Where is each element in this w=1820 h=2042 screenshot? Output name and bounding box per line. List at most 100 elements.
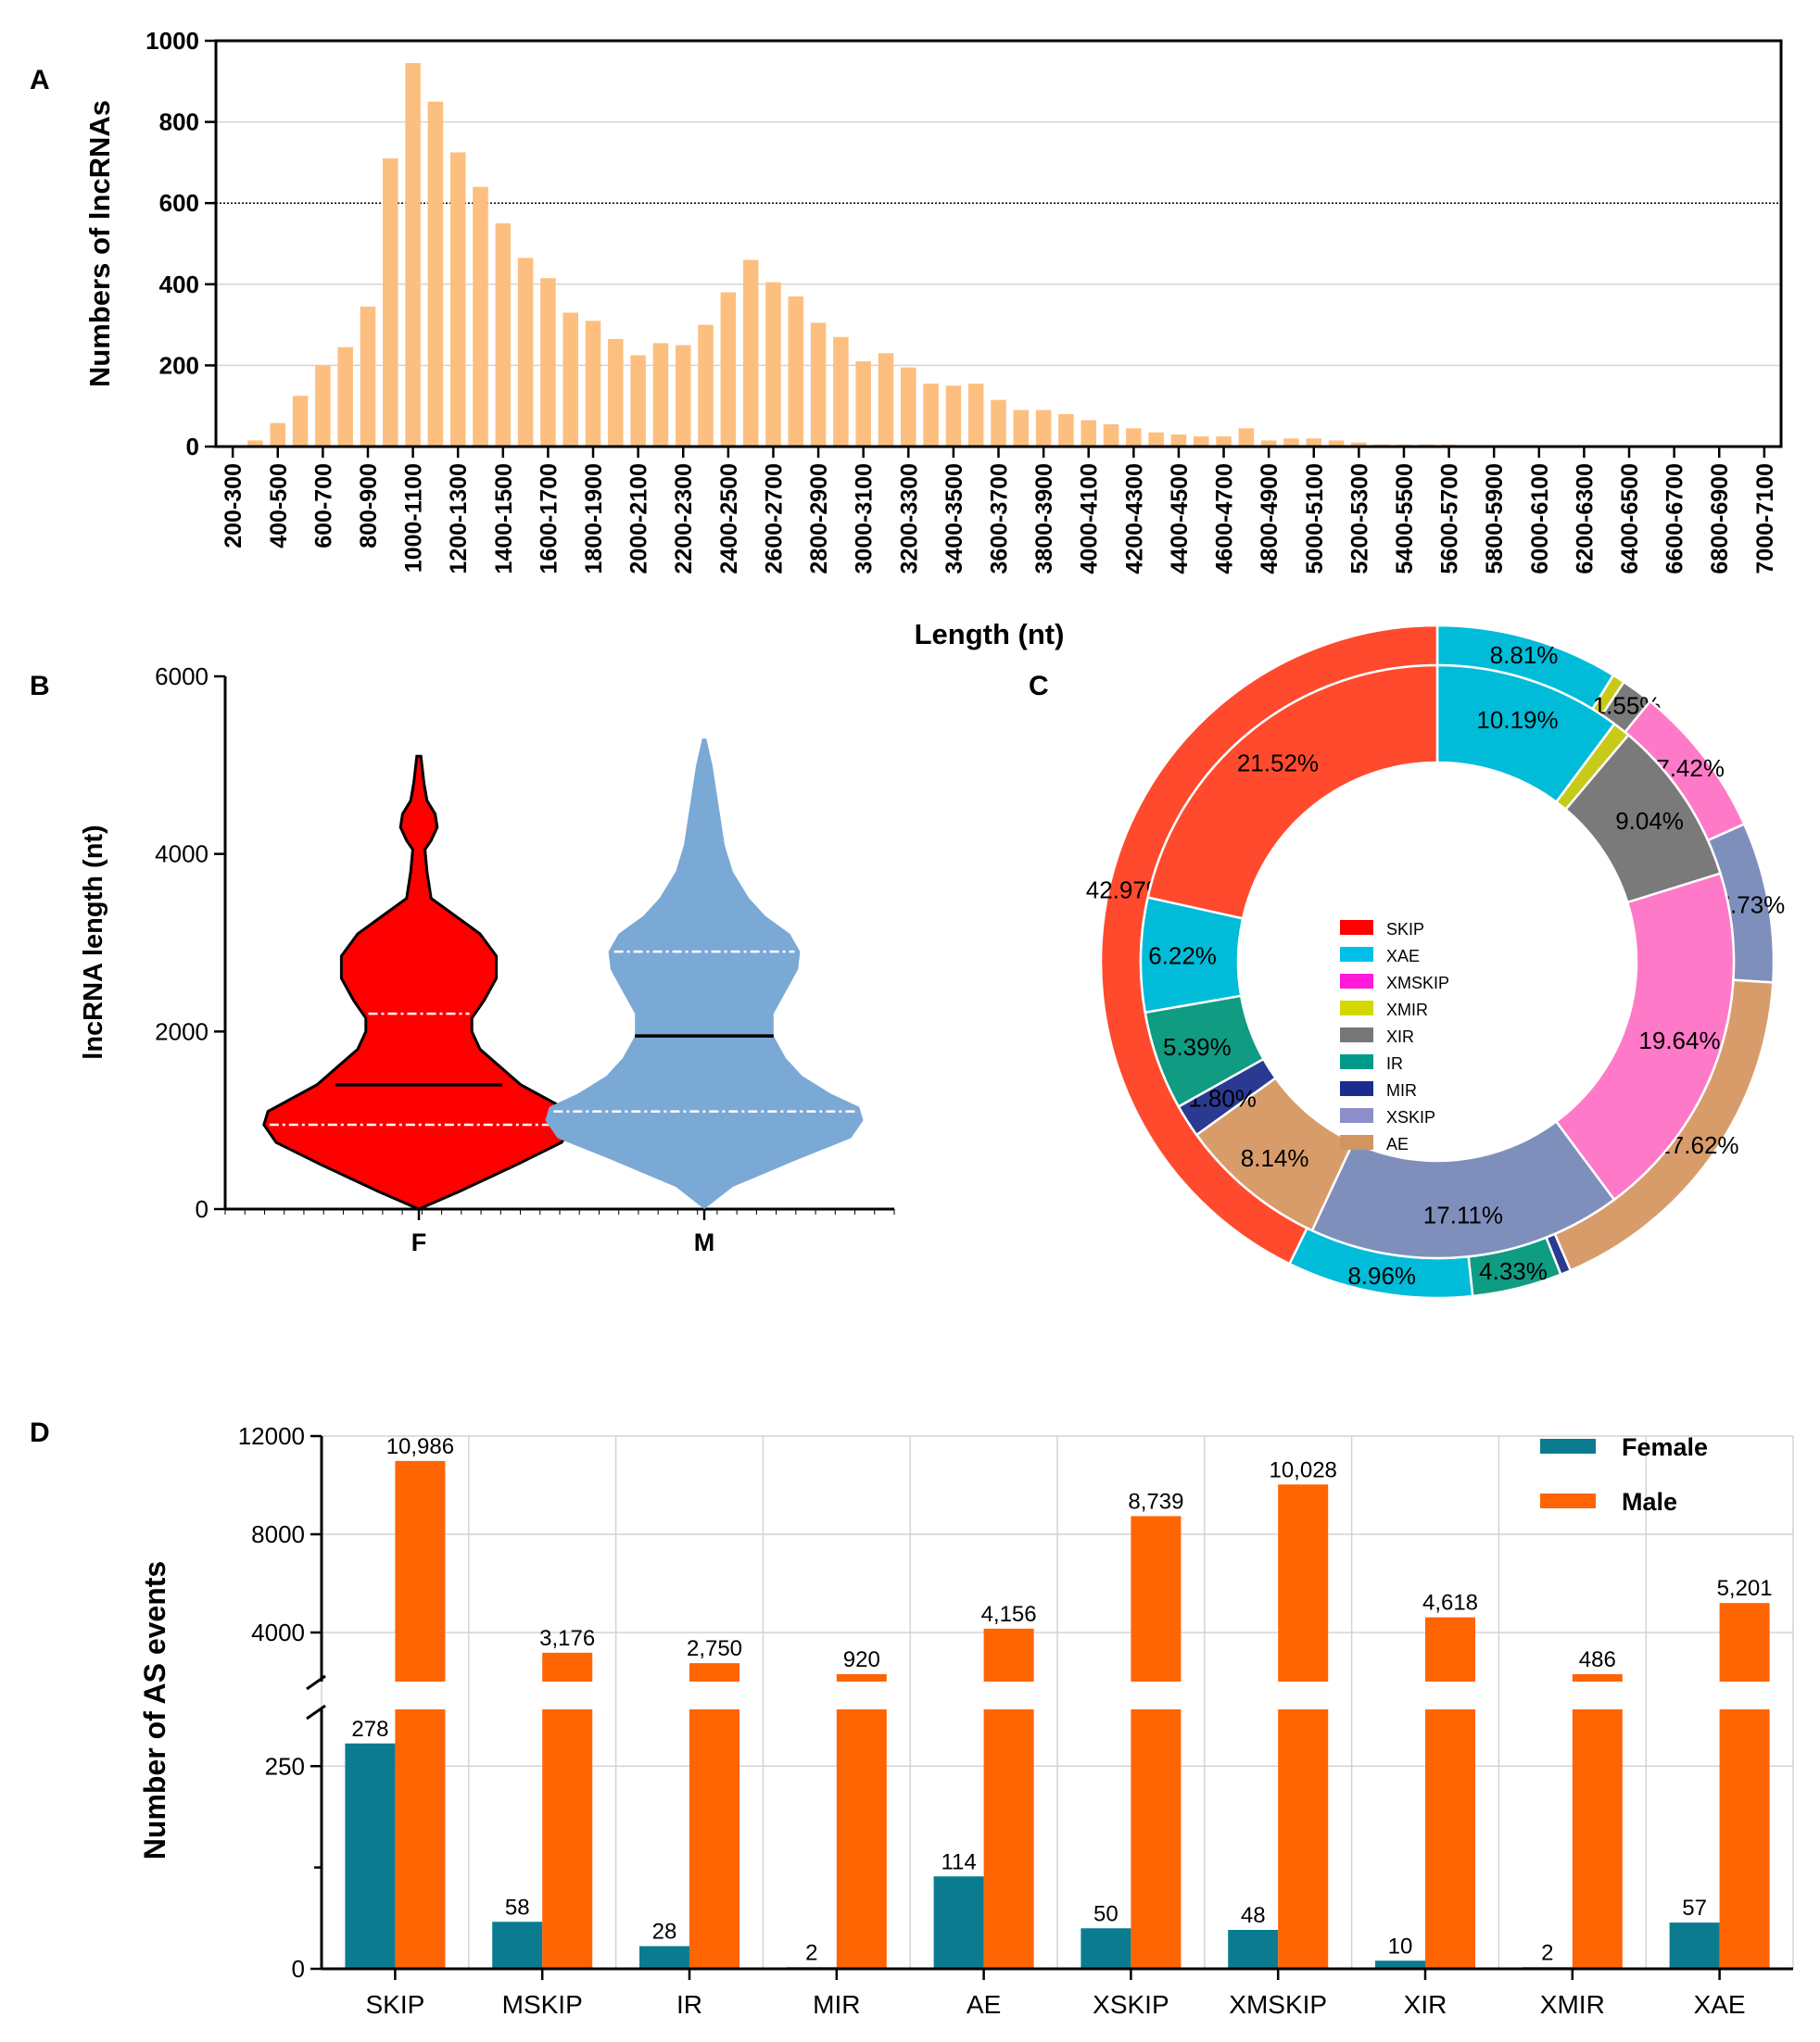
bar-3600-3700 [991,399,1006,447]
inner-slice-label: 17.11% [1423,1202,1503,1229]
bar-1200-1300 [449,152,466,447]
x-tick-label: 4400-4500 [1167,463,1193,574]
x-tick-label: 4600-4700 [1212,463,1238,574]
female-value-label-XMIR: 2 [1541,1940,1553,1965]
x-tick-label: 4200-4300 [1121,463,1147,574]
male-bar-upper-IR [689,1663,739,1682]
x-tick-label-MIR: MIR [813,1990,860,2019]
bar-4500-4600 [1193,436,1209,447]
female-bar-XIR [1375,1960,1425,1969]
x-tick-label-M: M [694,1229,715,1256]
legend-label-XSKIP: XSKIP [1386,1108,1435,1127]
male-bar-upper-SKIP [395,1460,446,1682]
bar-1300-1400 [473,186,488,447]
x-axis-title: Length (nt) [915,618,1065,650]
male-bar-upper-XMSKIP [1278,1484,1329,1682]
legend-label-XAE: XAE [1386,947,1420,965]
x-tick-label: 1600-1700 [536,463,562,574]
x-tick-label: 4000-4100 [1077,463,1103,574]
male-value-label-AE: 4,156 [981,1602,1037,1627]
bar-2700-2800 [788,296,804,447]
male-value-label-XMIR: 486 [1579,1647,1616,1672]
x-tick-label: 5800-5900 [1482,463,1508,574]
y-tick-label: 6000 [155,662,209,690]
y-axis-title: lncRNA length (nt) [79,825,108,1059]
x-tick-label: 3800-3900 [1031,463,1057,574]
x-tick-label-XMIR: XMIR [1540,1990,1605,2019]
violin-M [545,738,864,1209]
bar-900-1000 [383,158,398,447]
y-axis-title: Numbers of lncRNAs [83,100,116,387]
x-tick-label: 6800-6900 [1707,463,1733,574]
female-bar-XSKIP [1081,1928,1131,1969]
male-bar-lower-XMIR [1572,1709,1623,1969]
outer-slice-label: 8.96% [1347,1262,1416,1290]
legend-label-XMSKIP: XMSKIP [1386,974,1449,992]
bar-600-700 [315,365,331,447]
male-bar-lower-MIR [836,1709,887,1969]
x-tick-label: 5400-5500 [1392,463,1418,574]
x-tick-label: 3000-3100 [852,463,878,574]
legend-swatch-SKIP [1340,920,1373,935]
x-tick-label: 600-700 [310,463,336,548]
female-value-label-XSKIP: 50 [1093,1901,1119,1926]
bar-5200-5300 [1351,442,1367,447]
bar-3000-3100 [855,361,871,447]
male-bar-upper-AE [983,1628,1034,1682]
legend-label-AE: AE [1386,1135,1409,1153]
legend-swatch-male [1540,1494,1596,1508]
bar-2800-2900 [810,322,827,447]
y-tick-label: 0 [196,1195,209,1223]
legend-label-female: Female [1622,1433,1708,1461]
female-value-label-MIR: 2 [805,1940,817,1965]
male-value-label-XMSKIP: 10,028 [1269,1457,1336,1482]
y-tick-label: 400 [159,271,199,298]
bar-2000-2100 [630,355,646,447]
y-tick-label: 250 [265,1752,305,1780]
x-tick-label: 6400-6500 [1617,463,1643,574]
male-bar-upper-MSKIP [542,1652,593,1682]
bar-3300-3400 [923,384,939,447]
male-value-label-XAE: 5,201 [1717,1576,1773,1601]
female-value-label-XIR: 10 [1388,1934,1413,1959]
male-value-label-IR: 2,750 [687,1636,742,1661]
male-bar-lower-SKIP [395,1709,446,1969]
bar-3200-3300 [901,367,916,447]
female-value-label-XAE: 57 [1682,1896,1707,1921]
legend-label-male: Male [1622,1488,1677,1516]
bar-2600-2700 [765,282,781,447]
inner-slice-label: 5.39% [1163,1033,1232,1061]
x-tick-label: 800-900 [356,463,382,548]
male-value-label-XIR: 4,618 [1422,1591,1478,1616]
legend-label-IR: IR [1386,1054,1403,1073]
bar-1100-1200 [427,101,444,447]
legend-label-XIR: XIR [1386,1027,1414,1046]
inner-slice-label: 6.22% [1148,942,1217,970]
x-tick-label-XIR: XIR [1404,1990,1447,2019]
legend-label-XMIR: XMIR [1386,1001,1428,1019]
bar-3400-3500 [945,385,962,447]
x-tick-label: 2200-2300 [671,463,697,574]
bar-400-500 [270,422,286,447]
y-tick-label: 800 [159,108,199,136]
bar-2500-2600 [742,259,759,447]
inner-slice-label: 9.04% [1615,807,1684,835]
panel-b-letter: B [30,671,50,701]
bar-4300-4400 [1148,432,1164,447]
male-bar-upper-XSKIP [1131,1516,1182,1682]
bar-2100-2200 [652,343,669,447]
legend-swatch-female [1540,1439,1596,1454]
male-bar-lower-XMSKIP [1278,1709,1329,1969]
female-bar-XAE [1669,1922,1720,1969]
legend-swatch-XSKIP [1340,1108,1373,1123]
bar-3100-3200 [878,353,894,447]
female-value-label-XMSKIP: 48 [1241,1903,1266,1928]
x-tick-label: 2600-2700 [761,463,787,574]
x-tick-label-XSKIP: XSKIP [1093,1990,1169,2019]
male-bar-upper-XMIR [1572,1674,1623,1682]
legend-label-SKIP: SKIP [1386,920,1424,939]
male-bar-upper-XIR [1425,1617,1475,1682]
panel-c-donut-chart: 8.81%1.55%7.42%7.73%17.62%4.33%8.96%42.9… [1086,624,1785,1300]
panel-c-letter: C [1029,671,1049,701]
